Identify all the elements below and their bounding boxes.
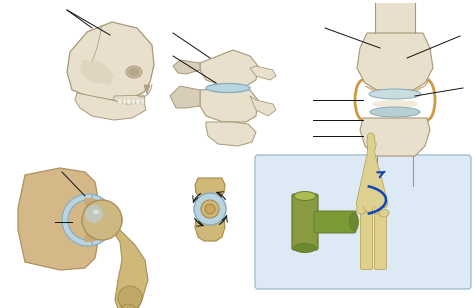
Polygon shape xyxy=(195,178,225,199)
Ellipse shape xyxy=(129,68,139,76)
Polygon shape xyxy=(80,60,114,85)
Bar xyxy=(377,156,413,186)
Bar xyxy=(375,3,415,33)
Ellipse shape xyxy=(126,66,142,78)
Ellipse shape xyxy=(369,89,421,99)
Bar xyxy=(131,99,135,104)
FancyBboxPatch shape xyxy=(255,155,471,289)
Ellipse shape xyxy=(372,206,382,214)
Polygon shape xyxy=(360,118,430,156)
Bar xyxy=(140,99,144,104)
Circle shape xyxy=(201,200,219,218)
Wedge shape xyxy=(91,194,114,245)
Ellipse shape xyxy=(356,206,366,214)
Polygon shape xyxy=(365,78,430,93)
Polygon shape xyxy=(144,85,150,94)
Circle shape xyxy=(118,286,142,308)
Bar xyxy=(118,99,121,104)
FancyBboxPatch shape xyxy=(292,194,318,250)
Polygon shape xyxy=(357,33,433,90)
Polygon shape xyxy=(18,168,98,270)
Circle shape xyxy=(85,205,103,223)
Polygon shape xyxy=(200,50,258,86)
Bar xyxy=(122,99,126,104)
FancyBboxPatch shape xyxy=(314,211,356,233)
Ellipse shape xyxy=(372,100,418,108)
Ellipse shape xyxy=(93,210,99,214)
Bar xyxy=(136,99,139,104)
Ellipse shape xyxy=(379,209,389,217)
Wedge shape xyxy=(62,194,92,246)
Ellipse shape xyxy=(364,204,374,212)
Ellipse shape xyxy=(294,244,316,253)
Circle shape xyxy=(194,193,226,225)
Polygon shape xyxy=(170,86,200,108)
Polygon shape xyxy=(112,212,148,308)
Ellipse shape xyxy=(294,192,316,201)
Polygon shape xyxy=(67,22,154,100)
Polygon shape xyxy=(250,96,276,116)
FancyBboxPatch shape xyxy=(374,212,386,270)
Polygon shape xyxy=(195,219,225,241)
Ellipse shape xyxy=(370,107,420,117)
Circle shape xyxy=(120,304,136,308)
Wedge shape xyxy=(84,198,110,242)
Polygon shape xyxy=(200,88,258,122)
Polygon shape xyxy=(75,93,146,120)
Polygon shape xyxy=(114,95,145,104)
Polygon shape xyxy=(206,122,256,146)
Circle shape xyxy=(82,200,122,240)
FancyBboxPatch shape xyxy=(361,212,373,270)
Polygon shape xyxy=(173,60,200,74)
Bar xyxy=(127,99,130,104)
Polygon shape xyxy=(250,66,276,80)
Ellipse shape xyxy=(349,213,358,231)
Ellipse shape xyxy=(206,83,250,92)
Circle shape xyxy=(205,204,215,214)
